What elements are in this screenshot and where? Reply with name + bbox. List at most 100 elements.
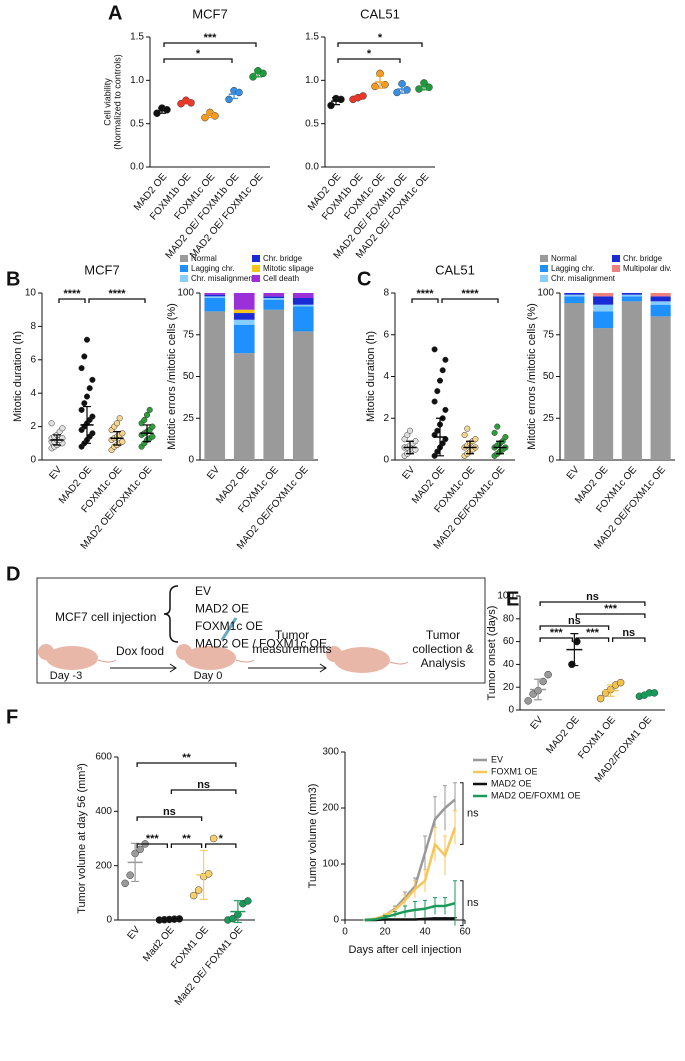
significance-label: ** [182,752,191,764]
data-point [187,99,195,107]
y-tick-label: 100 [497,591,514,602]
y-axis-label: Mitotic duration (h) [365,331,377,422]
y-tick-label: 6 [383,329,389,340]
data-point [544,670,552,679]
error-bar [642,691,651,697]
data-point [163,106,171,114]
data-point [141,416,148,423]
significance-label: **** [108,288,126,300]
y-tick-label: 50 [543,371,555,382]
bar-segment [621,296,642,302]
group-label: MAD2 OE / FOXM1c OE [195,637,327,651]
significance-bracket [411,298,439,303]
legend-swatch [540,275,548,282]
significance-label: * [367,48,372,60]
data-point [431,398,438,405]
error-bar [206,111,214,119]
significance-label: ns [163,806,176,818]
y-tick-label: 1.0 [130,75,144,86]
legend-label: EV [491,754,503,764]
data-point [524,697,532,705]
y-tick-label: 0 [30,455,36,466]
error-bar [420,82,428,91]
data-point [425,83,433,92]
significance-bracket [539,601,646,606]
y-tick-label: 1.5 [130,32,144,43]
data-point [472,436,479,443]
error-bar [113,431,121,446]
data-point [89,376,96,383]
x-tick-label: Mad2 OE [141,924,177,964]
y-tick-label: 0.5 [130,118,144,129]
significance-bracket [337,58,401,63]
data-point [431,346,438,353]
y-axis-label: Cell viability [102,78,112,126]
significance-bracket [163,42,257,47]
legend-swatch [612,265,620,272]
x-tick-label: EV [400,464,417,482]
bar-segment [263,309,285,460]
bar-segment [292,293,314,299]
y-tick-label: 0 [106,915,112,926]
data-point [146,406,153,413]
legend-swatch [180,275,188,282]
data-point [229,914,237,923]
legend-label: Lagging chr. [551,264,595,273]
data-point [83,393,91,400]
y-tick-label: 8 [30,321,36,332]
x-tick-label: 40 [419,927,431,938]
panel-letter: F [6,706,18,728]
significance-bracket [163,58,233,63]
data-point [415,85,423,93]
error-bar [199,849,208,900]
data-point [59,425,66,432]
y-tick-label: 600 [95,752,112,763]
chart-title: CAL51 [360,6,400,21]
legend-swatch [252,275,260,282]
y-tick-label: 0 [508,705,514,716]
x-tick-label: EV [205,464,222,482]
arrow [248,663,327,673]
y-axis-label: Tumor volume (mm3) [307,784,319,889]
bar-segment [593,296,614,305]
data-point [113,420,121,427]
bar-segment [233,309,255,314]
legend-swatch [252,255,260,262]
error-bar [406,440,414,455]
y-tick-label: 1.5 [305,32,319,43]
data-point [83,336,91,343]
bar-segment [263,296,285,299]
data-point [194,886,203,894]
significance-label: **** [63,288,81,300]
bar-segment [593,311,614,329]
significance-bracket [460,782,464,845]
significance-bracket [136,762,237,767]
step-label: Tumor measurements [252,628,332,656]
day-label: Day 0 [194,670,223,682]
y-tick-label: 0 [188,455,194,466]
legend-swatch [180,255,188,262]
diagram-title: MCF7 cell injection [55,610,156,624]
data-point [89,430,96,437]
x-tick-label: 0 [342,927,348,938]
x-tick-label: MAD2 OE [544,714,582,756]
legend-label: Cell death [263,274,299,283]
significance-bracket [58,298,86,303]
legend-label: Lagging chr. [191,264,235,273]
y-axis-label: Mitotic errors /mitotic cells (%) [526,303,538,450]
bar-segment [204,311,226,460]
data-point [121,879,129,888]
bar-segment [263,299,285,310]
error-bar [165,918,174,921]
error-bar [83,405,91,444]
error-bar [376,75,384,89]
data-point [406,427,414,434]
mouse [38,644,117,670]
data-point [434,427,441,434]
legend-label: Chr. bridge [263,254,303,263]
y-tick-label: 25 [183,413,195,424]
y-axis-label: Tumor volume at day 56 (mm³) [76,763,88,914]
significance-label: * [378,32,383,44]
significance-label: * [219,833,224,845]
significance-bracket [170,789,237,794]
